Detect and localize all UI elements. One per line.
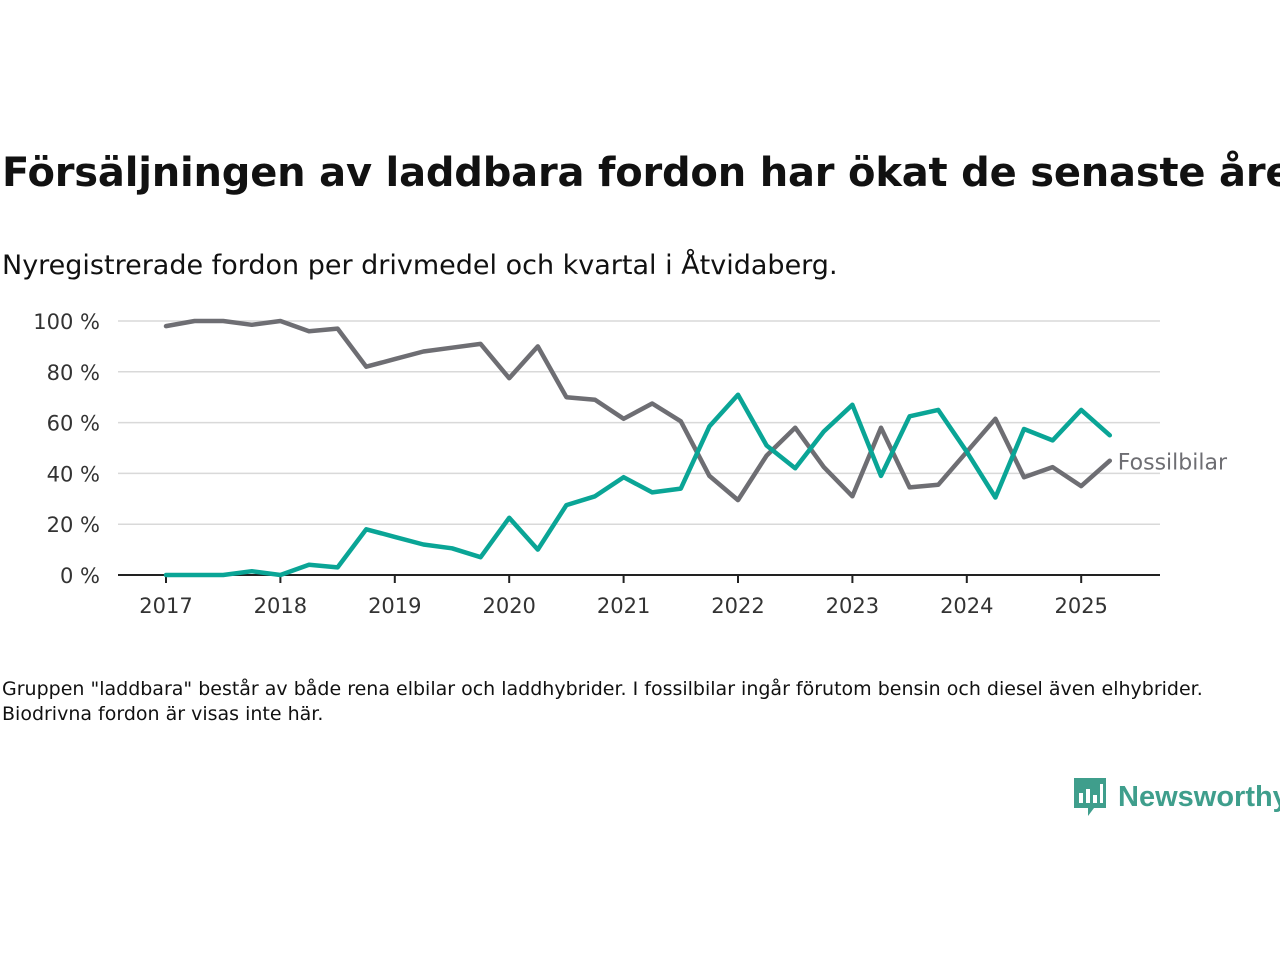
x-tick-label: 2024 (940, 594, 993, 618)
x-tick-label: 2021 (597, 594, 650, 618)
series-label-fossilbilar: Fossilbilar (1118, 451, 1228, 476)
series-line-laddbara (163, 392, 1113, 578)
series-lines (163, 318, 1113, 578)
x-tick-label: 2023 (826, 594, 879, 618)
chart-title: Försäljningen av laddbara fordon har öka… (2, 150, 1280, 196)
y-tick-label: 60 % (47, 412, 100, 436)
x-tick-label: 2019 (368, 594, 421, 618)
gridlines (118, 320, 1160, 525)
x-tick-label: 2017 (139, 594, 192, 618)
series-line-fossilbilar (163, 318, 1113, 503)
footnote: Gruppen "laddbara" består av både rena e… (2, 678, 1203, 725)
newsworthy-logo: Newsworthy (1072, 776, 1280, 818)
newsworthy-logo-icon (1074, 778, 1106, 816)
chart-subtitle: Nyregistrerade fordon per drivmedel och … (2, 250, 838, 281)
y-tick-label: 80 % (47, 361, 100, 385)
y-tick-label: 40 % (47, 462, 100, 486)
x-tick-label: 2020 (482, 594, 535, 618)
y-tick-label: 100 % (33, 310, 100, 334)
brand-name: Newsworthy (1118, 780, 1280, 813)
line-chart: 0 % 20 % 40 % 60 % 80 % 100 % 2017 2018 2019 202… (33, 310, 1228, 618)
x-tick-label: 2022 (711, 594, 764, 618)
x-tick-label: 2018 (254, 594, 307, 618)
y-axis-tick-labels: 0 % 20 % 40 % 60 % 80 % 100 % (33, 310, 100, 588)
y-tick-label: 0 % (60, 564, 100, 588)
x-axis (118, 574, 1160, 583)
y-tick-label: 20 % (47, 513, 100, 537)
series-labels: Fossilbilar (1118, 451, 1228, 476)
x-tick-label: 2025 (1054, 594, 1107, 618)
x-axis-tick-labels: 2017 2018 2019 2020 2021 2022 2023 2024 2025 (139, 594, 1108, 618)
